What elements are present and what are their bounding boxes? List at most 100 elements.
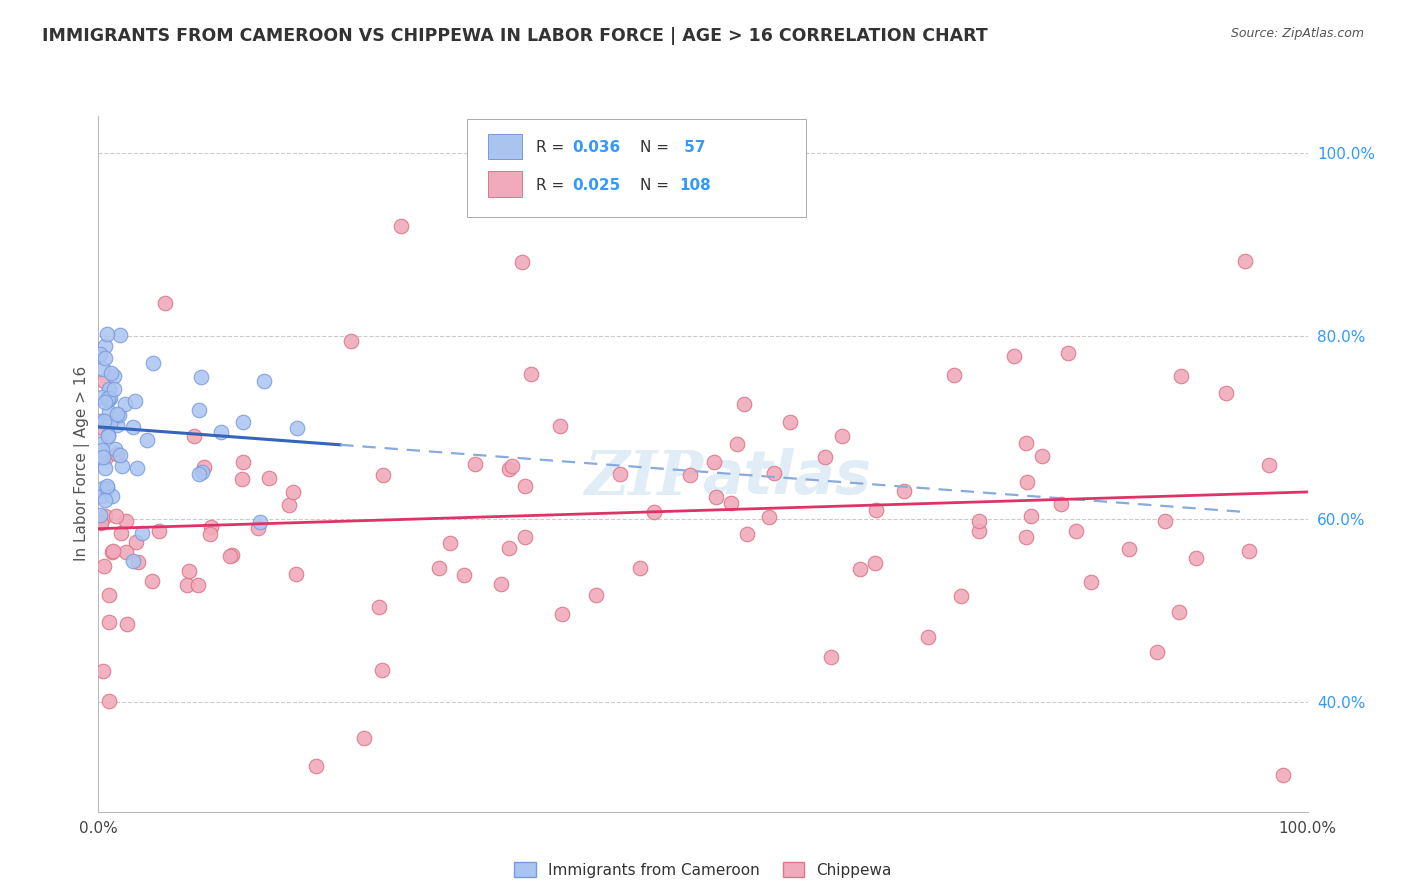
- Point: [1057, 345, 1080, 359]
- Point: [704, 490, 727, 504]
- Point: [98, 405, 121, 419]
- Point: [305, 759, 328, 773]
- Point: [91, 362, 114, 376]
- Point: [703, 455, 725, 469]
- Point: [141, 574, 163, 588]
- Text: 108: 108: [679, 178, 710, 193]
- Point: [353, 731, 375, 746]
- Point: [1168, 605, 1191, 619]
- Point: [865, 502, 887, 516]
- Point: [176, 578, 198, 592]
- Point: [609, 467, 631, 481]
- Point: [232, 455, 254, 469]
- Point: [190, 465, 212, 479]
- Point: [104, 509, 127, 524]
- Point: [1257, 458, 1279, 473]
- Point: [96, 326, 118, 341]
- Point: [969, 514, 991, 528]
- Point: [762, 466, 785, 480]
- Point: [249, 515, 271, 529]
- Point: [1064, 524, 1087, 538]
- Point: [104, 442, 127, 456]
- Point: [1146, 645, 1168, 659]
- Point: [90, 516, 112, 530]
- Point: [183, 429, 205, 443]
- Point: [1154, 514, 1177, 528]
- Point: [93, 422, 115, 436]
- Point: [97, 382, 120, 396]
- Text: ZIP: ZIP: [583, 448, 703, 508]
- Point: [103, 382, 125, 396]
- Point: [439, 535, 461, 549]
- Point: [97, 429, 120, 443]
- Point: [253, 374, 276, 388]
- Point: [491, 577, 513, 591]
- Point: [949, 590, 972, 604]
- Point: [97, 391, 120, 405]
- Point: [97, 392, 120, 407]
- Point: [733, 397, 755, 411]
- Point: [97, 588, 120, 602]
- Point: [831, 428, 853, 442]
- Point: [193, 460, 215, 475]
- Point: [96, 481, 118, 495]
- FancyBboxPatch shape: [467, 120, 806, 217]
- Point: [89, 414, 111, 428]
- Point: [198, 527, 221, 541]
- Point: [94, 339, 117, 353]
- Point: [142, 356, 165, 370]
- Point: [115, 545, 138, 559]
- Point: [1050, 497, 1073, 511]
- Point: [105, 408, 128, 422]
- Point: [91, 390, 114, 404]
- Point: [108, 449, 131, 463]
- Point: [103, 369, 125, 384]
- Text: atlas: atlas: [703, 449, 872, 508]
- Point: [101, 543, 124, 558]
- Point: [893, 483, 915, 498]
- Point: [93, 481, 115, 495]
- Point: [257, 471, 280, 485]
- Point: [90, 443, 112, 458]
- Point: [758, 509, 780, 524]
- Point: [179, 564, 201, 578]
- Point: [1237, 544, 1260, 558]
- Point: [585, 588, 607, 602]
- Point: [93, 508, 115, 523]
- Point: [89, 437, 111, 451]
- Point: [1015, 530, 1038, 544]
- Point: [389, 219, 412, 233]
- Point: [94, 351, 117, 366]
- Point: [135, 433, 157, 447]
- Point: [725, 437, 748, 451]
- Point: [814, 450, 837, 465]
- Point: [105, 447, 128, 461]
- Point: [93, 493, 115, 508]
- Point: [110, 526, 132, 541]
- Point: [967, 524, 990, 538]
- Point: [93, 558, 115, 573]
- Point: [520, 367, 543, 381]
- Text: R =: R =: [536, 140, 569, 155]
- Text: R =: R =: [536, 178, 569, 193]
- FancyBboxPatch shape: [488, 171, 522, 196]
- Text: Source: ZipAtlas.com: Source: ZipAtlas.com: [1230, 27, 1364, 40]
- Point: [111, 458, 134, 473]
- Point: [942, 368, 965, 382]
- Point: [1272, 768, 1295, 782]
- Point: [93, 374, 115, 388]
- Point: [453, 568, 475, 582]
- Point: [464, 457, 486, 471]
- Point: [100, 489, 122, 503]
- Point: [373, 467, 395, 482]
- Point: [188, 402, 211, 417]
- Point: [127, 555, 149, 569]
- Point: [114, 397, 136, 411]
- Point: [643, 505, 665, 519]
- Point: [232, 415, 254, 429]
- Point: [94, 460, 117, 475]
- Point: [510, 255, 533, 269]
- FancyBboxPatch shape: [488, 134, 522, 159]
- Point: [283, 485, 305, 500]
- Point: [849, 562, 872, 576]
